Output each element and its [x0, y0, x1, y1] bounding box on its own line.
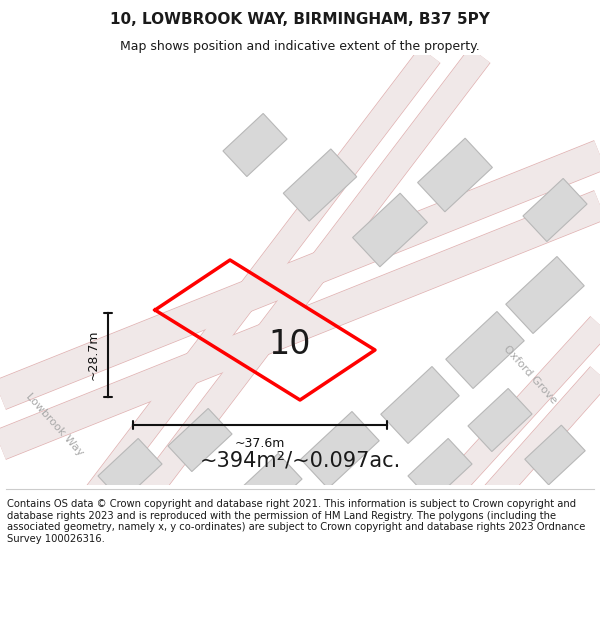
Text: Oxford Grove: Oxford Grove: [502, 344, 559, 406]
Text: Lowbrook Way: Lowbrook Way: [25, 392, 86, 458]
Polygon shape: [506, 256, 584, 334]
Polygon shape: [168, 409, 232, 471]
Polygon shape: [353, 193, 427, 267]
Text: ~394m²/~0.097ac.: ~394m²/~0.097ac.: [199, 450, 401, 470]
Polygon shape: [523, 179, 587, 241]
Polygon shape: [446, 311, 524, 389]
Polygon shape: [98, 439, 162, 501]
Text: Map shows position and indicative extent of the property.: Map shows position and indicative extent…: [120, 39, 480, 52]
Polygon shape: [418, 138, 493, 212]
Polygon shape: [301, 411, 379, 489]
Text: ~28.7m: ~28.7m: [87, 330, 100, 380]
Polygon shape: [468, 389, 532, 451]
Text: ~37.6m: ~37.6m: [235, 437, 285, 450]
Text: Contains OS data © Crown copyright and database right 2021. This information is : Contains OS data © Crown copyright and d…: [7, 499, 586, 544]
Polygon shape: [223, 114, 287, 176]
Polygon shape: [381, 366, 459, 444]
Polygon shape: [238, 454, 302, 516]
Polygon shape: [408, 439, 472, 501]
Text: 10: 10: [269, 329, 311, 361]
Polygon shape: [283, 149, 357, 221]
Text: 10, LOWBROOK WAY, BIRMINGHAM, B37 5PY: 10, LOWBROOK WAY, BIRMINGHAM, B37 5PY: [110, 12, 490, 27]
Polygon shape: [525, 425, 585, 485]
